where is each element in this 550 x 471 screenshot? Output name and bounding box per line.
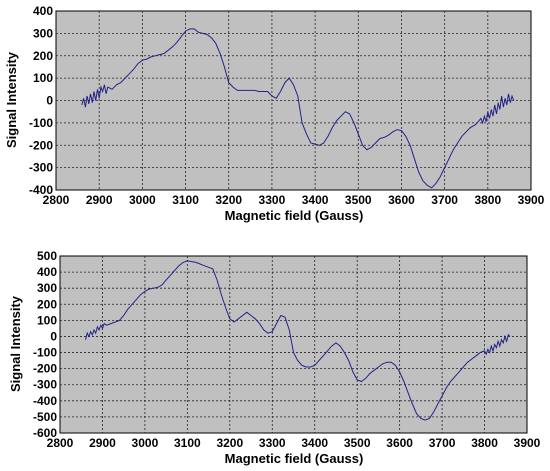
y-tick-label: -200 (29, 138, 53, 152)
chart-2-y-axis-label: Signal Intensity (8, 295, 23, 392)
y-tick-label: 500 (37, 249, 57, 263)
chart-1-x-tick-labels: 2800 2900 3000 3100 3200 3300 3400 3500 3600 3700… (43, 193, 545, 207)
x-tick-label: 3000 (132, 436, 159, 450)
chart-1-y-axis-label: Signal Intensity (4, 51, 19, 148)
y-tick-label: 400 (33, 4, 53, 18)
x-tick-label: 3300 (259, 436, 286, 450)
x-tick-label: 3400 (302, 193, 329, 207)
x-tick-label: 3600 (386, 436, 413, 450)
y-tick-label: 200 (37, 297, 57, 311)
x-tick-label: 3600 (388, 193, 415, 207)
y-tick-label: -400 (29, 183, 53, 197)
x-tick-label: 3200 (215, 193, 242, 207)
chart-1-gridlines (56, 11, 531, 190)
chart-2: 500 400 300 200 100 0 -100 -200 -300 -400 -500 -600… (8, 249, 541, 466)
y-tick-label: -600 (33, 426, 57, 440)
x-tick-label: 2800 (43, 193, 70, 207)
chart-1-series-line (81, 28, 515, 189)
chart-1-y-tick-labels: 400 300 200 100 0 -100 -200 -300 -400 (29, 4, 53, 197)
x-tick-label: 3400 (301, 436, 328, 450)
chart-2-series-line (85, 260, 511, 421)
y-tick-label: 0 (50, 329, 57, 343)
x-tick-label: 3200 (216, 436, 243, 450)
x-tick-label: 2900 (89, 436, 116, 450)
y-tick-label: 300 (37, 281, 57, 295)
x-tick-label: 3700 (429, 436, 456, 450)
y-tick-label: -300 (33, 378, 57, 392)
y-tick-label: -300 (29, 161, 53, 175)
y-tick-label: 100 (33, 71, 53, 85)
x-tick-label: 3500 (345, 193, 372, 207)
y-tick-label: -500 (33, 410, 57, 424)
y-tick-label: 400 (37, 265, 57, 279)
y-tick-label: -200 (33, 362, 57, 376)
x-tick-label: 3900 (518, 193, 545, 207)
chart-2-gridlines (60, 256, 527, 433)
chart-2-plot-area (59, 255, 528, 434)
x-tick-label: 2900 (86, 193, 113, 207)
x-tick-label: 3900 (514, 436, 541, 450)
chart-2-x-tick-labels: 2800 2900 3000 3100 3200 3300 3400 3500 3600 3700… (47, 436, 541, 450)
y-tick-label: 0 (46, 94, 53, 108)
x-tick-label: 2800 (47, 436, 74, 450)
y-tick-label: -400 (33, 394, 57, 408)
x-tick-label: 3500 (344, 436, 371, 450)
x-tick-label: 3300 (259, 193, 286, 207)
chart-1-x-axis-label: Magnetic field (Gauss) (225, 208, 364, 223)
chart-2-x-axis-label: Magnetic field (Gauss) (225, 451, 364, 466)
x-tick-label: 3100 (172, 193, 199, 207)
x-tick-label: 3000 (129, 193, 156, 207)
x-tick-label: 3100 (174, 436, 201, 450)
chart-2-y-tick-labels: 500 400 300 200 100 0 -100 -200 -300 -400 -500 -600 (33, 249, 57, 440)
y-tick-label: 200 (33, 49, 53, 63)
x-tick-label: 3700 (431, 193, 458, 207)
y-tick-label: -100 (29, 116, 53, 130)
y-tick-label: -100 (33, 346, 57, 360)
chart-1: 400 300 200 100 0 -100 -200 -300 -400 2800 2900 30… (4, 4, 545, 223)
y-tick-label: 300 (33, 26, 53, 40)
y-tick-label: 100 (37, 313, 57, 327)
x-tick-label: 3800 (474, 193, 501, 207)
x-tick-label: 3800 (471, 436, 498, 450)
